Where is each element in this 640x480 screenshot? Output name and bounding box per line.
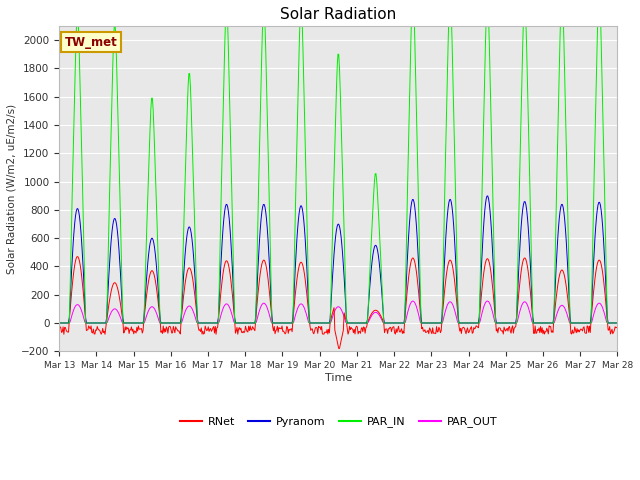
PAR_IN [209, 320, 217, 326]
PAR_OUT [209, 320, 217, 326]
RNet [210, 324, 218, 329]
PAR_OUT [56, 320, 63, 326]
PAR_IN [65, 320, 73, 326]
RNet [424, 327, 432, 333]
Pyranom [422, 320, 430, 326]
PAR_IN [56, 320, 63, 326]
RNet [408, 257, 415, 263]
Pyranom [209, 320, 217, 326]
Line: Pyranom: Pyranom [60, 196, 618, 323]
PAR_OUT [123, 320, 131, 326]
Pyranom [56, 320, 63, 326]
Line: PAR_IN: PAR_IN [60, 0, 618, 323]
RNet [73, 254, 81, 260]
PAR_IN [123, 320, 131, 326]
Pyranom [123, 320, 131, 326]
RNet [65, 317, 73, 323]
Pyranom [483, 193, 491, 199]
PAR_IN [424, 320, 432, 326]
PAR_IN [614, 320, 621, 326]
PAR_IN [180, 236, 188, 241]
Pyranom [614, 320, 621, 326]
Pyranom [406, 212, 414, 218]
PAR_IN [353, 320, 361, 326]
RNet [124, 326, 131, 332]
PAR_IN [407, 37, 415, 43]
PAR_OUT [180, 314, 188, 320]
X-axis label: Time: Time [324, 373, 352, 383]
Text: TW_met: TW_met [65, 36, 118, 48]
Line: RNet: RNet [60, 257, 618, 348]
Pyranom [180, 276, 188, 281]
RNet [56, 326, 63, 332]
Legend: RNet, Pyranom, PAR_IN, PAR_OUT: RNet, Pyranom, PAR_IN, PAR_OUT [175, 412, 502, 432]
Title: Solar Radiation: Solar Radiation [280, 7, 396, 22]
Pyranom [65, 315, 73, 321]
PAR_OUT [614, 320, 621, 326]
PAR_OUT [424, 320, 431, 326]
PAR_OUT [408, 298, 416, 304]
RNet [335, 346, 342, 351]
PAR_OUT [65, 320, 73, 326]
Line: PAR_OUT: PAR_OUT [60, 301, 618, 323]
RNet [180, 288, 188, 293]
PAR_OUT [406, 301, 414, 307]
RNet [614, 325, 621, 331]
Y-axis label: Solar Radiation (W/m2, uE/m2/s): Solar Radiation (W/m2, uE/m2/s) [7, 104, 17, 274]
